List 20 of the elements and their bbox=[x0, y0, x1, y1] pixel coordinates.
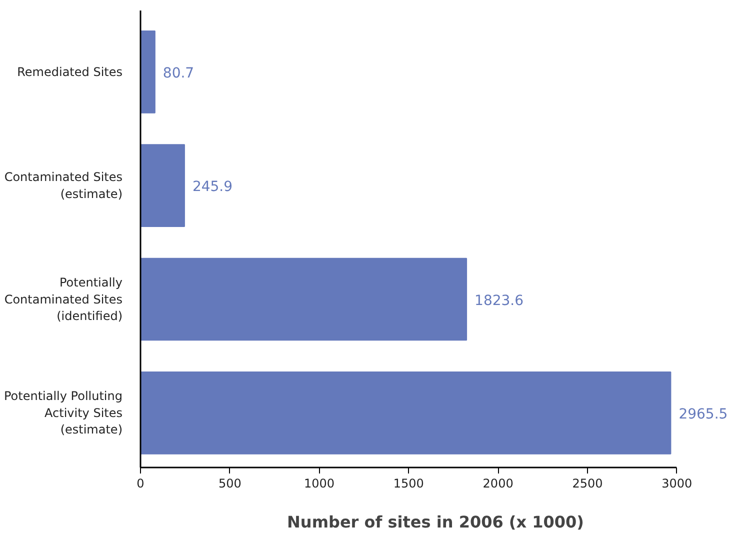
data-label: 1823.6 bbox=[474, 292, 524, 309]
x-tick-label: 0 bbox=[136, 476, 144, 490]
data-label: 245.9 bbox=[192, 179, 233, 196]
bar bbox=[140, 30, 156, 114]
bar bbox=[140, 144, 185, 227]
x-tick-label: 3000 bbox=[662, 476, 692, 490]
y-tick-label: Potentially Polluting Activity Sites (estimate) bbox=[4, 389, 123, 437]
x-tick-label: 1000 bbox=[304, 476, 335, 490]
y-tick-label: Remediated Sites bbox=[17, 64, 123, 79]
x-tick-label: 1500 bbox=[393, 476, 424, 490]
bar bbox=[140, 258, 468, 341]
y-tick-label: Potentially Contaminated Sites (identified) bbox=[4, 275, 123, 324]
x-tick-label: 2000 bbox=[482, 476, 514, 490]
x-tick-label: 500 bbox=[218, 476, 242, 490]
y-tick-label: Contaminated Sites (estimate) bbox=[4, 170, 123, 201]
bar bbox=[140, 372, 672, 454]
data-label: 2965.5 bbox=[678, 406, 728, 422]
x-tick-label: 2500 bbox=[572, 476, 603, 490]
data-label: 80.7 bbox=[162, 65, 194, 82]
x-axis-title: Number of sites in 2006 (x 1000) bbox=[287, 512, 584, 532]
